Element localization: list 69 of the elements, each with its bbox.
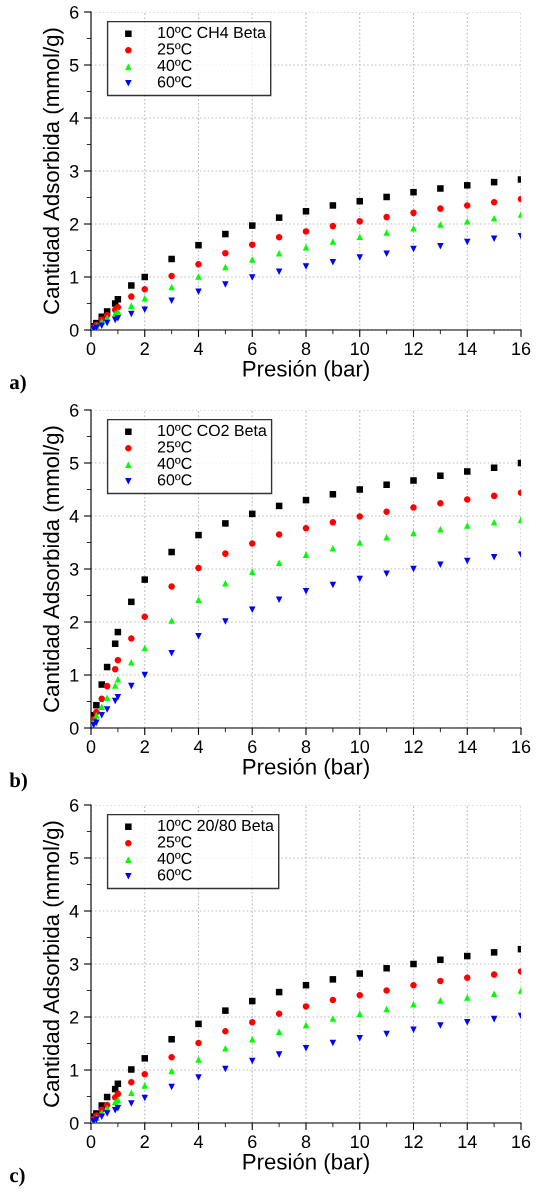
x-tick-label: 8 bbox=[301, 1135, 311, 1149]
x-tick-label: 14 bbox=[458, 342, 477, 355]
y-tick-label: 2 bbox=[70, 1010, 79, 1024]
x-axis-title: Presión (bar) bbox=[243, 758, 369, 779]
legend-label: 25ºC bbox=[157, 43, 192, 55]
x-tick-label: 12 bbox=[404, 1135, 423, 1148]
x-tick-label: 8 bbox=[301, 740, 311, 754]
x-tick-label: 0 bbox=[86, 1135, 96, 1149]
x-axis-title: Presión (bar) bbox=[243, 1153, 369, 1174]
y-tick-label: 4 bbox=[69, 112, 79, 125]
y-tick-label: 1 bbox=[70, 271, 79, 284]
y-tick-label: 1 bbox=[70, 669, 79, 682]
y-tick-label: 5 bbox=[69, 852, 79, 865]
y-axis-title: Cantidad Adsorbida (mmol/g) bbox=[42, 28, 64, 314]
text: c) bbox=[10, 1167, 25, 1187]
y-tick-label: 4 bbox=[69, 510, 79, 523]
x-tick-label: 16 bbox=[512, 342, 531, 356]
y-tick-label: 1 bbox=[70, 1064, 79, 1077]
text: b) bbox=[9, 772, 27, 792]
x-tick-label: 2 bbox=[140, 1135, 149, 1148]
legend-label: 25ºC bbox=[157, 836, 192, 848]
y-tick-label: 6 bbox=[70, 5, 79, 19]
x-tick-label: 14 bbox=[458, 1135, 477, 1148]
y-tick-label: 6 bbox=[70, 403, 79, 417]
y-tick-label: 0 bbox=[69, 1116, 79, 1130]
x-tick-label: 0 bbox=[86, 342, 96, 356]
legend-label: 25ºC bbox=[157, 441, 192, 453]
x-tick-label: 16 bbox=[512, 740, 531, 754]
y-tick-label: 6 bbox=[70, 798, 79, 812]
x-tick-label: 6 bbox=[248, 342, 257, 356]
legend-label: 40ºC bbox=[157, 852, 192, 865]
y-tick-label: 4 bbox=[69, 905, 79, 918]
x-tick-label: 4 bbox=[193, 1135, 203, 1148]
y-tick-label: 5 bbox=[69, 457, 79, 470]
x-tick-label: 2 bbox=[140, 740, 149, 753]
y-tick-label: 0 bbox=[69, 721, 79, 735]
x-tick-label: 2 bbox=[140, 342, 149, 355]
legend-label: 10ºC CH4 Beta bbox=[158, 26, 266, 39]
legend-label: 60ºC bbox=[157, 474, 192, 486]
legend-label: 10ºC 20/80 Beta bbox=[158, 819, 274, 832]
x-tick-label: 16 bbox=[512, 1135, 531, 1149]
y-axis-title: Cantidad Adsorbida (mmol/g) bbox=[42, 426, 64, 712]
legend-label: 40ºC bbox=[157, 59, 192, 72]
legend-label: 10ºC CO2 Beta bbox=[158, 424, 267, 437]
legend-label: 60ºC bbox=[157, 76, 192, 88]
x-tick-label: 10 bbox=[351, 342, 370, 356]
y-tick-label: 3 bbox=[69, 164, 79, 178]
x-tick-label: 10 bbox=[351, 1135, 370, 1149]
x-tick-label: 4 bbox=[193, 342, 203, 355]
x-tick-label: 10 bbox=[351, 740, 370, 754]
x-tick-label: 8 bbox=[301, 342, 311, 356]
y-tick-label: 2 bbox=[70, 217, 79, 231]
x-axis-title: Presión (bar) bbox=[243, 360, 369, 381]
y-axis-title: Cantidad Adsorbida (mmol/g) bbox=[42, 821, 64, 1107]
x-tick-label: 14 bbox=[458, 740, 477, 753]
y-tick-label: 3 bbox=[69, 957, 79, 971]
x-tick-label: 12 bbox=[404, 740, 423, 753]
legend-label: 40ºC bbox=[157, 457, 192, 470]
x-tick-label: 6 bbox=[248, 1135, 257, 1149]
legend-label: 60ºC bbox=[157, 869, 192, 881]
x-tick-label: 12 bbox=[404, 342, 423, 355]
x-tick-label: 4 bbox=[193, 740, 203, 753]
x-tick-label: 6 bbox=[248, 740, 257, 754]
y-tick-label: 0 bbox=[69, 323, 79, 337]
text: a) bbox=[9, 374, 26, 394]
y-tick-label: 3 bbox=[69, 562, 79, 576]
x-tick-label: 0 bbox=[86, 740, 96, 754]
y-tick-label: 5 bbox=[69, 59, 79, 72]
y-tick-label: 2 bbox=[70, 615, 79, 629]
